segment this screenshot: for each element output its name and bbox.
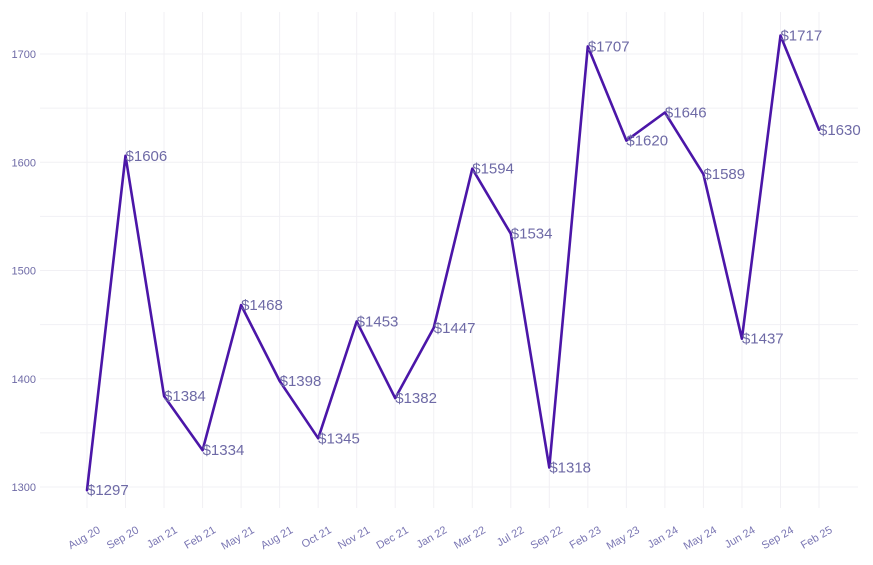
grid-layer — [40, 12, 858, 508]
x-tick-label: May 24 — [682, 524, 719, 552]
y-axis-ticks: 1300 1400 1500 1600 1700 — [12, 49, 36, 494]
data-label: $1620 — [626, 133, 668, 150]
data-label: $1594 — [472, 161, 514, 178]
data-label: $1437 — [742, 331, 784, 348]
data-label: $1589 — [703, 166, 745, 183]
data-label: $1717 — [780, 28, 822, 45]
data-label: $1398 — [280, 373, 322, 390]
data-label: $1318 — [549, 460, 591, 477]
x-axis-ticks: Aug 20 Sep 20 Jan 21 Feb 21 May 21 Aug 21 Oct … — [66, 524, 834, 552]
x-tick-label: May 21 — [219, 524, 256, 552]
y-tick-label: 1600 — [12, 157, 36, 169]
x-tick-label: Aug 21 — [259, 524, 295, 552]
x-tick-label: Feb 23 — [568, 524, 604, 552]
x-tick-label: Sep 20 — [105, 524, 141, 552]
series-line — [85, 34, 821, 492]
x-tick-label: Jan 21 — [145, 524, 180, 551]
x-tick-label: Feb 25 — [799, 524, 835, 552]
x-tick-label: Oct 21 — [300, 524, 334, 551]
data-label: $1345 — [318, 430, 360, 447]
data-label: $1707 — [588, 38, 630, 55]
data-label: $1630 — [819, 122, 861, 139]
data-label: $1382 — [395, 390, 437, 407]
data-label: $1447 — [434, 320, 476, 337]
x-tick-label: Jan 22 — [415, 524, 450, 551]
data-labels: $1297 $1606 $1384 $1334 $1468 $1398 $1345 $1453… — [87, 28, 861, 500]
data-label: $1297 — [87, 482, 129, 499]
x-tick-label: Jul 22 — [495, 524, 526, 549]
x-tick-label: Aug 20 — [66, 524, 102, 552]
y-tick-label: 1500 — [12, 266, 36, 278]
x-tick-label: Sep 22 — [529, 524, 565, 552]
x-tick-label: Feb 21 — [182, 524, 218, 552]
x-tick-label: Dec 21 — [375, 524, 411, 552]
data-label: $1606 — [126, 148, 168, 165]
x-tick-label: Jan 24 — [646, 524, 681, 551]
x-tick-label: Jun 24 — [723, 524, 758, 551]
data-label: $1334 — [203, 442, 245, 459]
x-tick-label: Mar 22 — [452, 524, 488, 552]
data-label: $1468 — [241, 297, 283, 314]
data-label: $1453 — [357, 313, 399, 330]
series-layer — [85, 34, 821, 492]
x-tick-label: Sep 24 — [760, 524, 796, 552]
data-label: $1384 — [164, 388, 206, 405]
x-tick-label: May 23 — [605, 524, 642, 552]
y-tick-label: 1300 — [12, 482, 36, 494]
y-tick-label: 1400 — [12, 374, 36, 386]
x-tick-label: Nov 21 — [336, 524, 372, 552]
data-label: $1646 — [665, 104, 707, 121]
y-tick-label: 1700 — [12, 49, 36, 61]
data-label: $1534 — [511, 226, 553, 243]
